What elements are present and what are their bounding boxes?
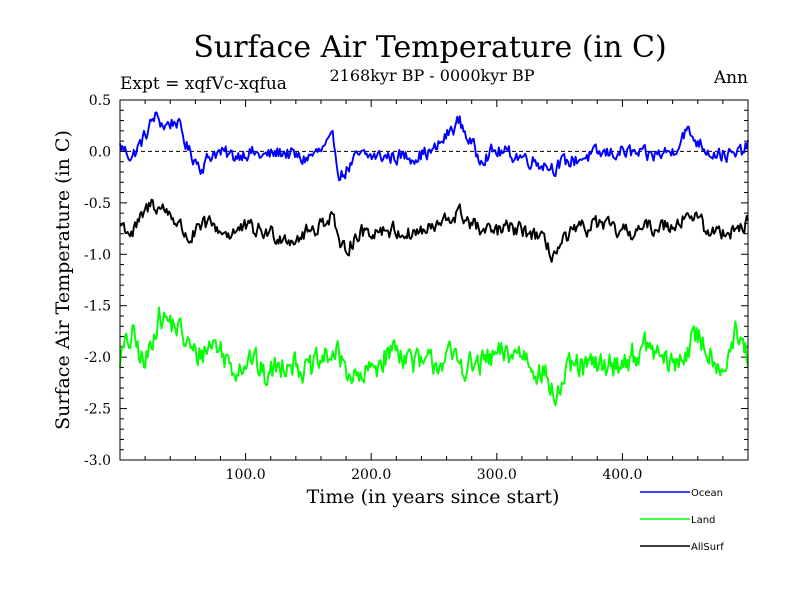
x-tick-label: 200.0 bbox=[351, 467, 391, 483]
series-line-ocean bbox=[119, 111, 749, 182]
y-tick-label: 0.0 bbox=[89, 144, 111, 160]
season-label: Ann bbox=[713, 68, 748, 88]
x-tick-label: 400.0 bbox=[602, 467, 642, 483]
legend-label-allsurf: AllSurf bbox=[691, 542, 724, 553]
chart-subtitle: 2168kyr BP - 0000kyr BP bbox=[330, 66, 535, 85]
plot-frame bbox=[119, 99, 749, 461]
x-tick-label: 100.0 bbox=[226, 467, 266, 483]
y-tick-label: -1.5 bbox=[84, 299, 111, 315]
chart-title: Surface Air Temperature (in C) bbox=[193, 30, 666, 65]
series-group bbox=[119, 111, 749, 407]
legend: Ocean Land AllSurf bbox=[640, 488, 724, 553]
y-tick-label: -0.5 bbox=[84, 196, 111, 212]
experiment-label: Expt = xqfVc-xqfua bbox=[120, 74, 287, 94]
x-tick-label: 300.0 bbox=[477, 467, 517, 483]
legend-label-land: Land bbox=[691, 515, 715, 526]
x-axis-label: Time (in years since start) bbox=[307, 486, 560, 508]
tick-labels: 100.0 200.0 300.0 400.0 0.5 0.0 -0.5 -1.0 -1.5 -2… bbox=[84, 93, 642, 483]
y-axis-label: Surface Air Temperature (in C) bbox=[52, 130, 74, 430]
axis-ticks bbox=[120, 99, 748, 461]
series-line-land bbox=[119, 306, 749, 407]
y-tick-label: -2.0 bbox=[84, 350, 111, 366]
y-tick-label: -2.5 bbox=[84, 402, 111, 418]
y-tick-label: -3.0 bbox=[84, 453, 111, 469]
legend-label-ocean: Ocean bbox=[691, 488, 723, 499]
series-line-allsurf bbox=[119, 198, 749, 263]
y-tick-label: 0.5 bbox=[89, 93, 111, 109]
y-tick-label: -1.0 bbox=[84, 247, 111, 263]
